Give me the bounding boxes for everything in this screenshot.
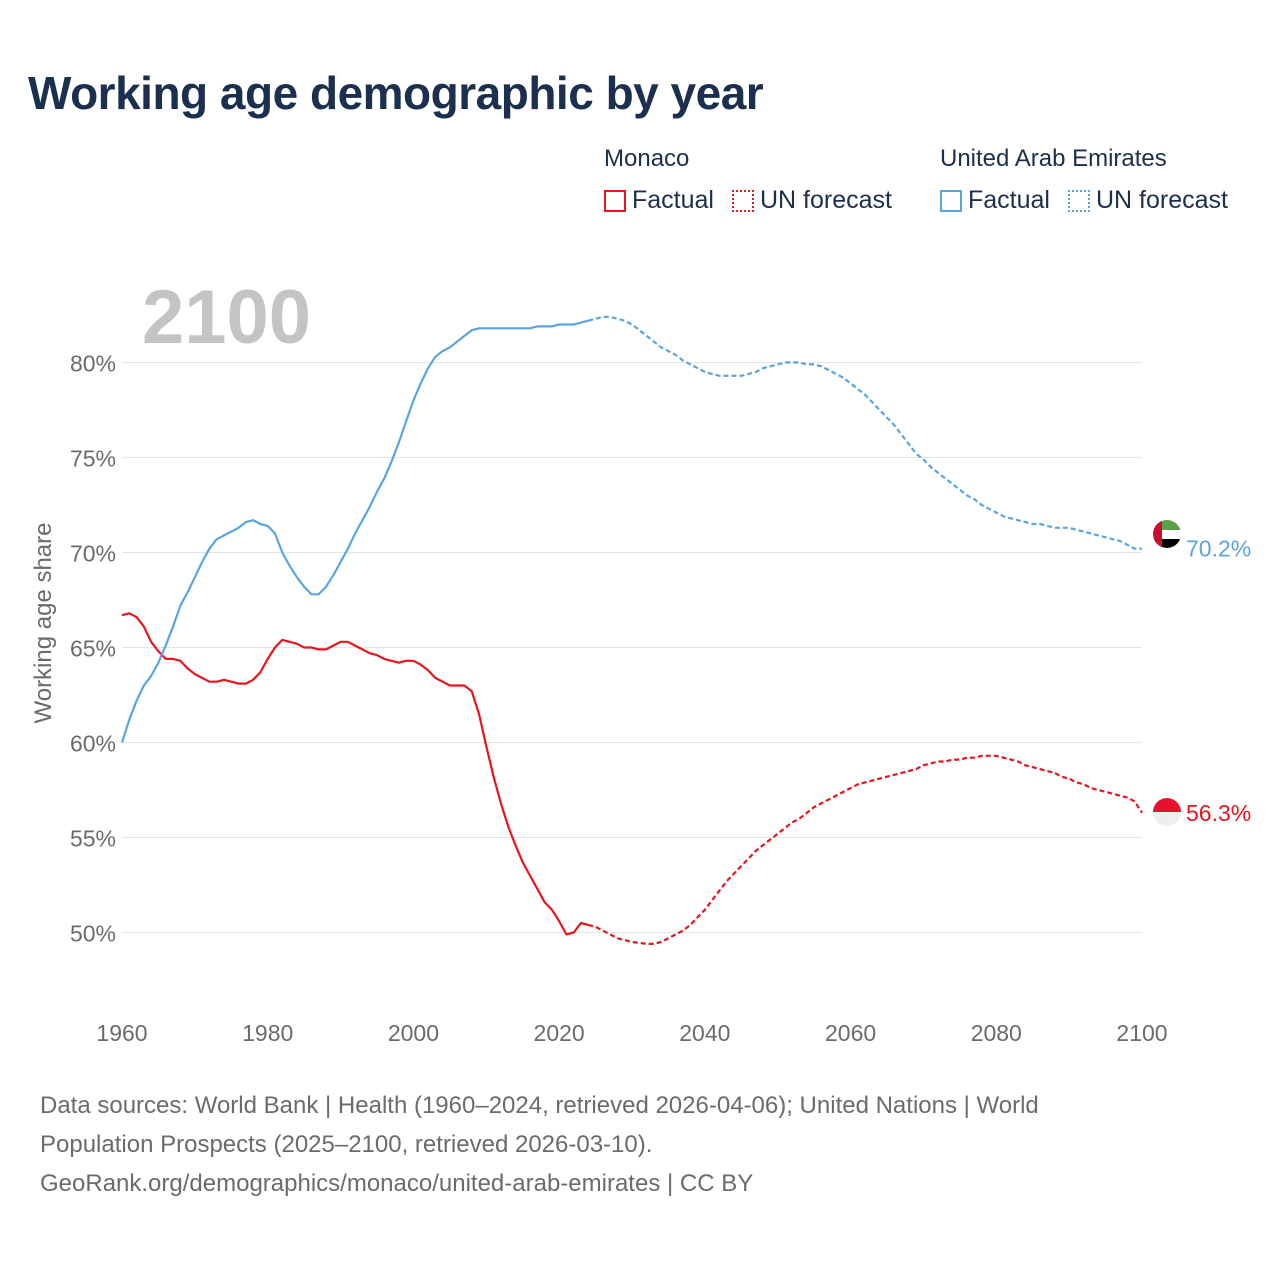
- uae-flag-icon[interactable]: [1153, 520, 1181, 548]
- series-line-monaco-forecast[interactable]: [588, 754, 1143, 945]
- series-line-united-arab-emirates-forecast[interactable]: [588, 315, 1142, 550]
- legend-item-monaco-forecast[interactable]: UN forecast: [731, 186, 892, 215]
- line-chart: 2100 50% 55% 60% 65% 70% 75% 80% 1960 1980 2000 2…: [30, 275, 1251, 1046]
- chart-title: Working age demographic by year: [28, 67, 764, 119]
- x-tick-label: 2040: [679, 1020, 730, 1046]
- legend-swatch-solid: [940, 189, 962, 212]
- legend-label: Factual: [632, 186, 714, 214]
- x-tick-label: 2060: [825, 1020, 876, 1046]
- end-label-united-arab-emirates: 70.2%: [1186, 536, 1251, 562]
- legend-item-monaco-factual[interactable]: Factual: [604, 186, 714, 215]
- legend-swatch-dotted: [1067, 189, 1090, 212]
- x-tick-label: 2020: [534, 1020, 585, 1046]
- grid: [122, 362, 1142, 933]
- legend-group-uae: United Arab Emirates Factual UN forecast: [940, 144, 1228, 215]
- legend-item-uae-factual[interactable]: Factual: [940, 186, 1050, 215]
- y-tick-label: 80%: [70, 351, 116, 377]
- legend-group-monaco: Monaco Factual UN forecast: [604, 144, 892, 215]
- end-label-monaco: 56.3%: [1186, 800, 1251, 826]
- y-axis-label: Working age share: [30, 523, 57, 724]
- legend-label: Factual: [968, 186, 1050, 214]
- monaco-flag-icon[interactable]: [1153, 798, 1181, 826]
- x-tick-label: 1960: [96, 1020, 147, 1046]
- legend-item-uae-forecast[interactable]: UN forecast: [1067, 186, 1228, 215]
- y-tick-label: 65%: [70, 636, 116, 662]
- y-tick-label: 70%: [70, 541, 116, 567]
- footer-source: Data sources: World Bank | Health (1960–…: [40, 1086, 1240, 1203]
- y-tick-label: 75%: [70, 446, 116, 472]
- legend-swatch-dotted: [731, 189, 754, 212]
- series-line-monaco-factual[interactable]: [121, 612, 589, 936]
- x-axis: 1960 1980 2000 2020 2040 2060 2080 2100: [96, 1020, 1167, 1046]
- x-tick-label: 1980: [242, 1020, 293, 1046]
- legend-label: UN forecast: [759, 186, 892, 214]
- footer-line-2: Population Prospects (2025–2100, retriev…: [40, 1131, 653, 1158]
- legend-group-name: Monaco: [604, 145, 690, 172]
- x-tick-label: 2000: [388, 1020, 439, 1046]
- legend-label: UN forecast: [1095, 186, 1228, 214]
- legend-swatch-solid: [604, 189, 626, 212]
- legend-group-name: United Arab Emirates: [940, 145, 1167, 172]
- footer-line-3[interactable]: GeoRank.org/demographics/monaco/united-a…: [40, 1170, 754, 1197]
- y-tick-label: 60%: [70, 731, 116, 757]
- series-line-united-arab-emirates-factual[interactable]: [120, 319, 589, 743]
- y-axis: 50% 55% 60% 65% 70% 75% 80%: [70, 351, 116, 947]
- footer-line-1: Data sources: World Bank | Health (1960–…: [40, 1092, 1039, 1119]
- year-watermark: 2100: [142, 275, 311, 360]
- y-tick-label: 55%: [70, 826, 116, 852]
- x-tick-label: 2080: [971, 1020, 1022, 1046]
- x-tick-label: 2100: [1116, 1020, 1167, 1046]
- series-lines: [120, 315, 1143, 945]
- y-tick-label: 50%: [70, 921, 116, 947]
- end-labels: 56.3% 70.2%: [1186, 536, 1251, 826]
